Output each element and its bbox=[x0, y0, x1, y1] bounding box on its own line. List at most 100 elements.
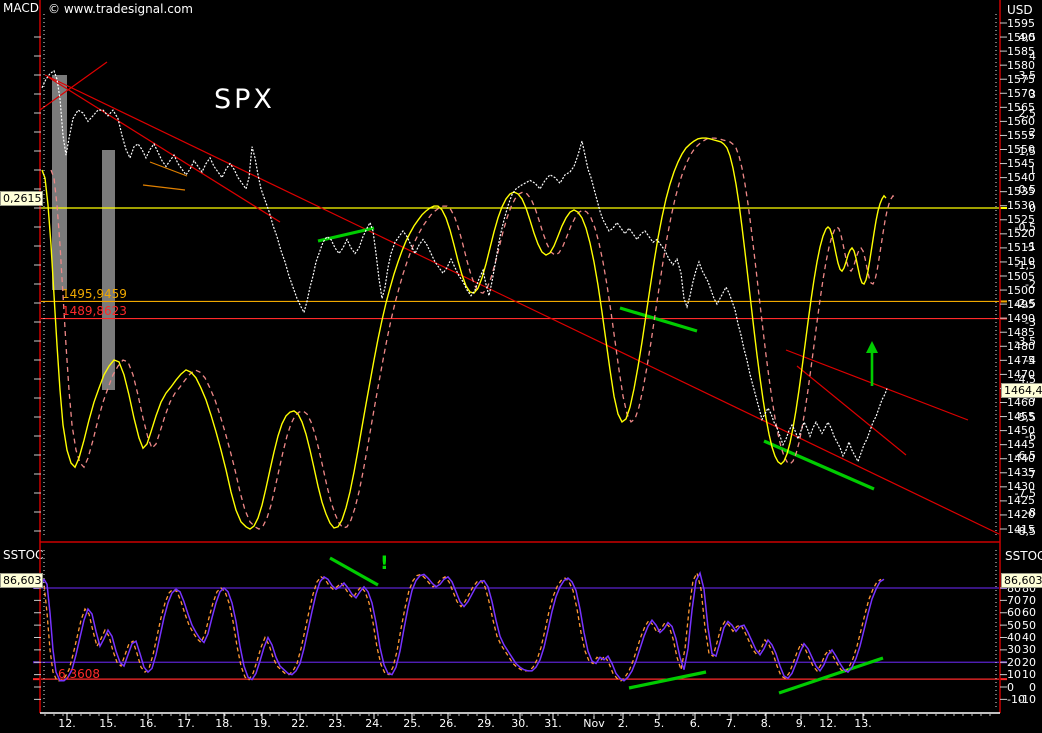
axis-tick-label: 0,5 bbox=[1018, 182, 1037, 196]
axis-tick-label: 0 bbox=[1007, 680, 1014, 694]
date-tick-label: 5. bbox=[653, 717, 665, 730]
axis-tick-label: 1570 bbox=[1007, 86, 1035, 100]
date-tick-label: 12. bbox=[819, 717, 837, 730]
date-tick-label: 24. bbox=[365, 717, 383, 730]
axis-tick-label: 1480 bbox=[1007, 339, 1035, 353]
date-tick-label: 9. bbox=[795, 717, 807, 730]
axis-tick-label: 20 bbox=[1007, 655, 1021, 669]
axis-tick-label: -6 bbox=[1025, 429, 1036, 443]
axis-tick-label: -3 bbox=[1025, 315, 1036, 329]
date-tick-label: 19. bbox=[253, 717, 271, 730]
axis-tick-label: 60 bbox=[1007, 606, 1021, 620]
date-tick-label: 31. bbox=[544, 717, 562, 730]
axis-tick-label: 1595 bbox=[1007, 16, 1035, 30]
axis-tick-label: 1520 bbox=[1007, 227, 1035, 241]
exclamation-annotation: ! bbox=[380, 552, 389, 574]
axis-tick-label: 1585 bbox=[1007, 44, 1035, 58]
axis-tick-label: 4 bbox=[1029, 49, 1036, 63]
axis-tick-label: -6,5 bbox=[1014, 448, 1036, 462]
axis-tick-label: 1440 bbox=[1007, 452, 1035, 466]
axis-tick-label: 1495 bbox=[1007, 297, 1035, 311]
axis-tick-label: 50 bbox=[1022, 618, 1036, 632]
axis-tick-label: 1530 bbox=[1007, 199, 1035, 213]
date-tick-label: 2. bbox=[617, 717, 629, 730]
stoch-level-label: 6,3608 bbox=[58, 667, 100, 681]
date-tick-label: 8. bbox=[760, 717, 772, 730]
axis-tick-label: 1490 bbox=[1007, 311, 1035, 325]
axis-tick-label: 1575 bbox=[1007, 72, 1035, 86]
copyright-watermark: © www.tradesignal.com bbox=[48, 2, 193, 16]
date-tick-label: 12. bbox=[58, 717, 76, 730]
date-tick-label: 25. bbox=[403, 717, 421, 730]
date-tick-label: 17. bbox=[177, 717, 195, 730]
axis-tick-label: 1510 bbox=[1007, 255, 1035, 269]
axis-tick-label: 1500 bbox=[1007, 283, 1035, 297]
axis-tick-label: 40 bbox=[1007, 631, 1021, 644]
axis-tick-label: 3 bbox=[1029, 87, 1036, 101]
axis-tick-label: 1515 bbox=[1007, 241, 1035, 255]
indicator-title-macd: MACD bbox=[3, 1, 39, 15]
axis-tick-label: -1,5 bbox=[1014, 258, 1036, 272]
axis-tick-label: 1545 bbox=[1007, 157, 1035, 171]
symbol-label-spx: SPX bbox=[214, 84, 275, 115]
axis-tick-label: 0 bbox=[1029, 680, 1036, 694]
axis-tick-label: 1505 bbox=[1007, 269, 1035, 283]
axis-tick-label: -1 bbox=[1025, 239, 1036, 253]
date-tick-label: 30. bbox=[511, 717, 529, 730]
axis-tick-label: 2 bbox=[1029, 125, 1036, 139]
axis-tick-label: 20 bbox=[1022, 655, 1036, 669]
price-level-label-1489: 1489,8623 bbox=[62, 304, 127, 318]
axis-tick-label: 1535 bbox=[1007, 185, 1035, 199]
date-tick-label: 15. bbox=[99, 717, 117, 730]
axis-tick-label: 1565 bbox=[1007, 100, 1035, 114]
axis-tick-label: 1550 bbox=[1007, 143, 1035, 156]
axis-tick-label: 1590 bbox=[1007, 30, 1035, 44]
axis-tick-label: -4,5 bbox=[1014, 372, 1036, 386]
axis-tick-label: 1560 bbox=[1007, 114, 1035, 128]
axis-tick-label: 1485 bbox=[1007, 325, 1035, 339]
axis-tick-label: 1420 bbox=[1007, 508, 1035, 522]
axis-tick-label: -10 bbox=[1007, 692, 1025, 706]
axis-tick-label: 1540 bbox=[1007, 171, 1035, 185]
axis-tick-label: 3,5 bbox=[1018, 68, 1037, 82]
macd-current-value-box: 0,2615 bbox=[0, 191, 43, 206]
axis-tick-label: -3,5 bbox=[1014, 334, 1036, 348]
axis-tick-label: -2 bbox=[1025, 277, 1036, 291]
date-tick-label: 22. bbox=[291, 717, 309, 730]
stoch-panel-title-right: SSTOC bbox=[1005, 549, 1042, 563]
axis-tick-label: 1 bbox=[1029, 163, 1036, 177]
axis-tick-label: 1455 bbox=[1007, 410, 1035, 424]
stoch-panel-title-left: SSTOC bbox=[3, 548, 44, 562]
axis-tick-label: 1435 bbox=[1007, 466, 1035, 480]
axis-tick-label: 1580 bbox=[1007, 58, 1035, 72]
currency-label-usd: USD bbox=[1007, 3, 1033, 17]
axis-tick-label: -2,5 bbox=[1014, 296, 1036, 310]
axis-tick-label: 1425 bbox=[1007, 494, 1035, 508]
axis-tick-label: -7 bbox=[1025, 467, 1036, 481]
axis-tick-label: 70 bbox=[1022, 593, 1036, 607]
axis-tick-label: 1,5 bbox=[1018, 144, 1037, 158]
axis-tick-label: -4 bbox=[1025, 353, 1036, 367]
date-tick-label: 7. bbox=[725, 717, 737, 730]
axis-tick-label: 1415 bbox=[1007, 522, 1035, 536]
price-current-value-box: 1464,4 bbox=[1001, 383, 1042, 398]
date-tick-label: 18. bbox=[215, 717, 233, 730]
axis-tick-label: -10 bbox=[1018, 692, 1036, 706]
date-tick-label: 29. bbox=[477, 717, 495, 730]
axis-tick-label: 1525 bbox=[1007, 213, 1035, 227]
date-tick-label: 6. bbox=[689, 717, 701, 730]
date-tick-label: Nov bbox=[583, 717, 605, 730]
price-level-label-1495: 1495,9459 bbox=[62, 287, 127, 301]
axis-tick-label: 1555 bbox=[1007, 128, 1035, 142]
date-tick-label: 23. bbox=[328, 717, 346, 730]
axis-tick-label: 10 bbox=[1022, 668, 1036, 682]
axis-tick-label: -8 bbox=[1025, 505, 1036, 519]
stoch-current-value-box-right: 86,603 bbox=[1001, 573, 1042, 588]
axis-tick-label: -7,5 bbox=[1014, 486, 1036, 500]
date-tick-label: 26. bbox=[439, 717, 457, 730]
axis-tick-label: 10 bbox=[1007, 668, 1021, 682]
axis-tick-label: 1475 bbox=[1007, 353, 1035, 367]
